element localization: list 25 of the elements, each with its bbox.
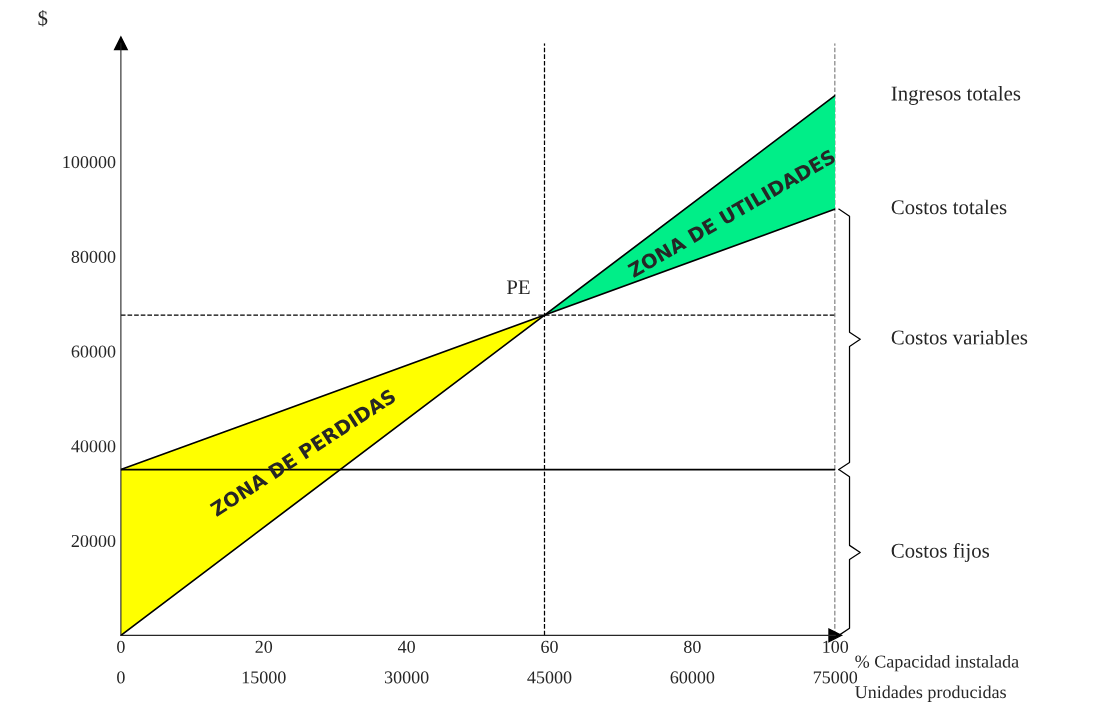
x-tick-label: 20: [255, 640, 273, 653]
y-tick-label: 40000: [71, 440, 116, 453]
x-tick-label: 80: [684, 640, 701, 653]
y-tick-label: 100000: [63, 155, 116, 169]
x2-axis-title: Unidades producidas: [855, 685, 1006, 702]
x-axis-title: % Capacidad instalada: [855, 654, 1019, 672]
text: Ingresos totales: [891, 85, 1021, 105]
x-tick-label: 100: [823, 640, 849, 653]
x2-tick-label: 45000: [527, 671, 572, 684]
x-tick-label: 60: [541, 640, 558, 653]
x2-tick-label: 0: [117, 671, 125, 684]
x-tick-label: 0: [117, 640, 125, 653]
annotation: PE: [506, 280, 530, 295]
y-axis-title: $: [38, 9, 48, 27]
x2-tick-label: 60000: [670, 671, 715, 684]
y-tick-label: 80000: [71, 250, 116, 263]
text: Costos variables: [891, 329, 1028, 345]
text: Costos totales: [891, 199, 1007, 215]
x2-tick-label: 30000: [384, 671, 429, 684]
x2-tick-label: 75000: [813, 671, 858, 684]
text: Costos fijos: [891, 542, 990, 563]
y-tick-label: 60000: [71, 345, 116, 358]
y-tick-label: 20000: [71, 534, 116, 548]
x2-tick-label: 15000: [242, 671, 286, 684]
x-tick-label: 40: [397, 640, 415, 653]
